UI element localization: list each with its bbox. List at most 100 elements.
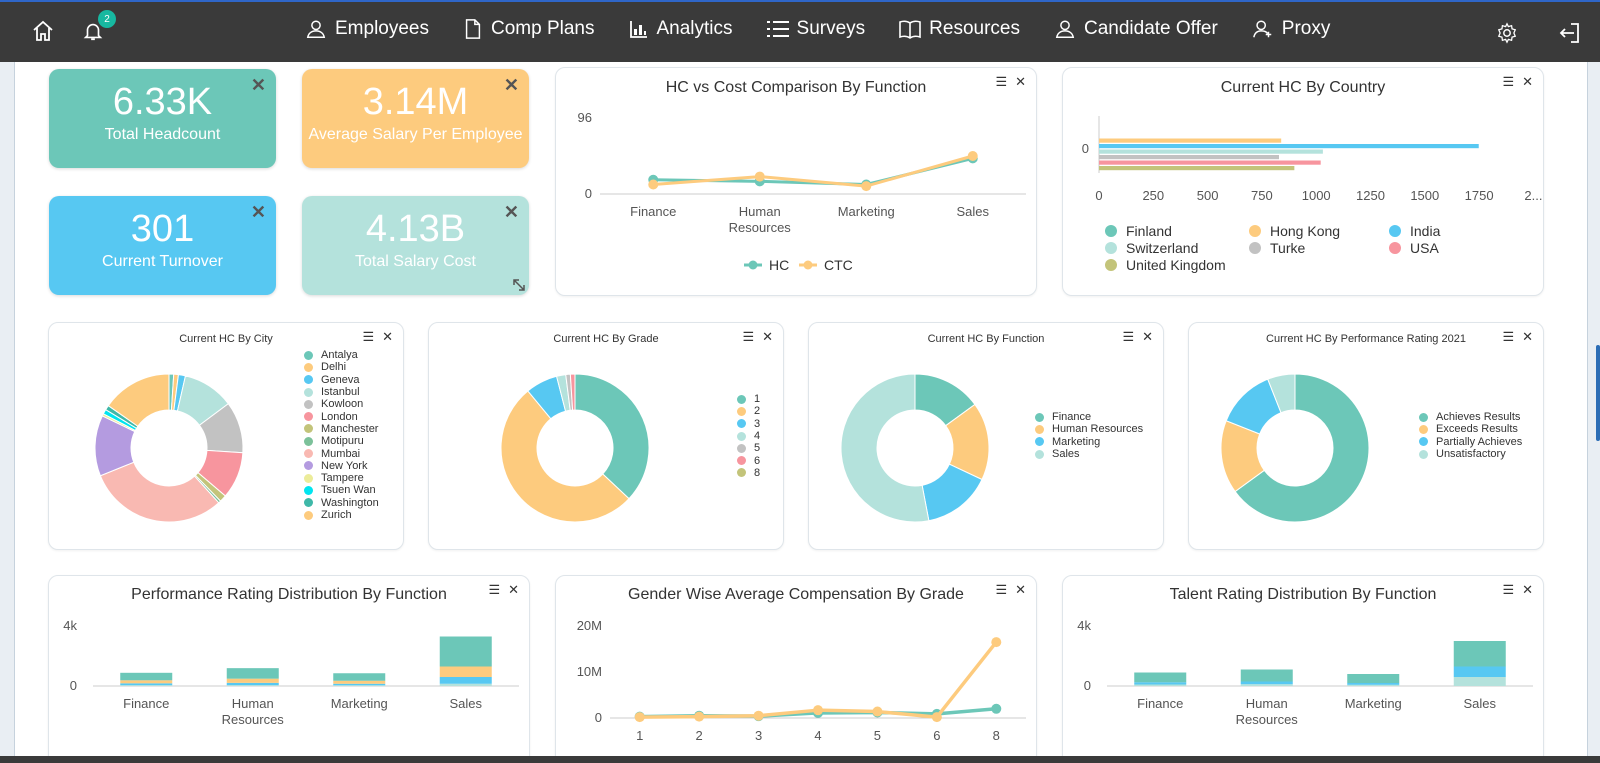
legend-item[interactable]: Kowloon [304,398,379,410]
kpi-label: Average Salary Per Employee [308,126,523,143]
close-icon[interactable]: ✕ [1522,74,1533,89]
notification-badge: 2 [98,10,116,28]
legend-item[interactable]: Washington [304,497,379,509]
kpi-value: 4.13B [365,208,466,250]
x-tick-label: Resources [222,712,285,727]
data-point [753,710,764,721]
x-tick-label: Sales [449,696,482,711]
close-icon[interactable]: ✕ [250,75,266,95]
x-tick-label: Human [1246,696,1288,711]
nav-surveys[interactable]: Surveys [766,18,865,40]
x-tick-label: Marketing [838,204,895,219]
legend-marker [1035,449,1044,459]
legend-item[interactable]: Tsuen Wan [304,484,379,496]
legend-item[interactable]: London [304,410,379,423]
legend-item[interactable]: Partially Achieves [1419,436,1522,448]
close-icon[interactable]: ✕ [382,329,393,344]
legend-item[interactable]: Delhi [304,361,379,373]
nav-comp-plans[interactable]: Comp Plans [463,18,595,40]
card-talent-dist: Talent Rating Distribution By Function ☰… [1062,575,1544,763]
legend-item[interactable]: Istanbul [304,386,379,398]
data-point [991,703,1002,714]
close-icon[interactable]: ✕ [762,329,773,344]
card-hc-city: Current HC By City ☰ ✕ Antalya Delhi Geneva… [48,322,404,550]
nav-resources[interactable]: Resources [899,18,1020,40]
legend-item[interactable]: 8 [737,467,760,479]
resize-handle-icon[interactable] [511,277,527,293]
legend-item[interactable]: Manchester [304,423,379,435]
legend-item[interactable]: Sales [1035,448,1143,460]
card-hc-country: Current HC By Country ☰ ✕ 0 0 250 500 750 1000… [1062,67,1544,296]
legend-item[interactable]: Tampere [304,472,379,484]
legend-item[interactable]: Geneva [304,374,379,386]
close-icon[interactable]: ✕ [1522,582,1533,597]
legend-label: Geneva [321,373,360,386]
y-tick-label: 4k [1077,618,1091,633]
legend-marker [304,375,313,385]
legend-item[interactable]: Zurich [304,509,379,521]
x-tick-label: 1750 [1465,188,1494,203]
kpi-total-headcount: ✕ 6.33K Total Headcount [49,69,276,168]
menu-icon[interactable]: ☰ [1502,74,1515,89]
legend-marker [1419,437,1428,447]
legend-item[interactable]: Mumbai [304,447,379,460]
menu-icon[interactable]: ☰ [995,582,1008,597]
legend-label: Turke [1270,240,1305,256]
legend-item[interactable]: 5 [737,442,760,454]
close-icon[interactable]: ✕ [1015,74,1026,89]
scrollbar-thumb[interactable] [1596,345,1600,441]
legend-label: 6 [754,454,761,467]
legend-item[interactable]: 3 [737,418,760,430]
bottom-bar [0,756,1600,763]
x-tick-label: Sales [1463,696,1496,711]
home-icon[interactable] [28,16,58,46]
x-tick-label: 6 [933,728,940,743]
legend-item[interactable]: 4 [737,430,760,442]
card-hc-function: Current HC By Function ☰ ✕ Finance Human R… [808,322,1164,550]
legend-item[interactable]: Marketing [1035,436,1143,448]
close-icon[interactable]: ✕ [503,202,519,222]
menu-icon[interactable]: ☰ [1502,329,1515,344]
data-point [634,712,645,723]
legend-item[interactable]: Human Resources [1035,423,1143,435]
close-icon[interactable]: ✕ [503,75,519,95]
legend-label: Switzerland [1126,240,1198,256]
menu-icon[interactable]: ☰ [488,582,501,597]
nav-proxy[interactable]: Proxy [1252,18,1330,40]
legend-item[interactable]: Achieves Results [1419,411,1522,423]
close-icon[interactable]: ✕ [508,582,519,597]
menu-icon[interactable]: ☰ [742,329,755,344]
close-icon[interactable]: ✕ [250,202,266,222]
legend-item[interactable]: 6 [737,454,761,467]
menu-icon[interactable]: ☰ [1122,329,1135,344]
bar-segment-exceeds-results [226,678,279,683]
close-icon[interactable]: ✕ [1142,329,1153,344]
menu-icon[interactable]: ☰ [995,74,1008,89]
nav-candidate-offer[interactable]: Candidate Offer [1054,18,1218,40]
menu-icon[interactable]: ☰ [362,329,375,344]
legend-marker [304,498,313,508]
nav-employees[interactable]: Employees [305,18,429,40]
bar-segment-achieves-results [439,636,492,667]
bell-icon[interactable]: 2 [78,10,116,46]
logout-icon[interactable] [1554,18,1584,48]
legend-marker [1419,449,1428,459]
legend-item[interactable]: Exceeds Results [1419,423,1522,435]
gear-icon[interactable] [1492,18,1522,48]
menu-icon[interactable]: ☰ [1502,582,1515,597]
legend-label: Hong Kong [1270,223,1340,239]
legend-item[interactable]: Finance [1035,411,1143,423]
slice-2 [500,390,630,523]
legend-item[interactable]: New York [304,460,379,472]
legend-item[interactable]: Unsatisfactory [1419,448,1522,460]
close-icon[interactable]: ✕ [1522,329,1533,344]
legend-item[interactable]: Antalya [304,349,379,361]
close-icon[interactable]: ✕ [1015,582,1026,597]
legend-item[interactable]: 1 [737,393,760,405]
main-menu: Employees Comp Plans Analytics Surveys R… [305,18,1330,40]
x-tick-label: 3 [755,728,762,743]
legend-label: London [321,410,358,423]
legend-item[interactable]: Motipuru [304,435,379,447]
nav-analytics[interactable]: Analytics [629,18,733,40]
legend-item[interactable]: 2 [737,405,760,417]
